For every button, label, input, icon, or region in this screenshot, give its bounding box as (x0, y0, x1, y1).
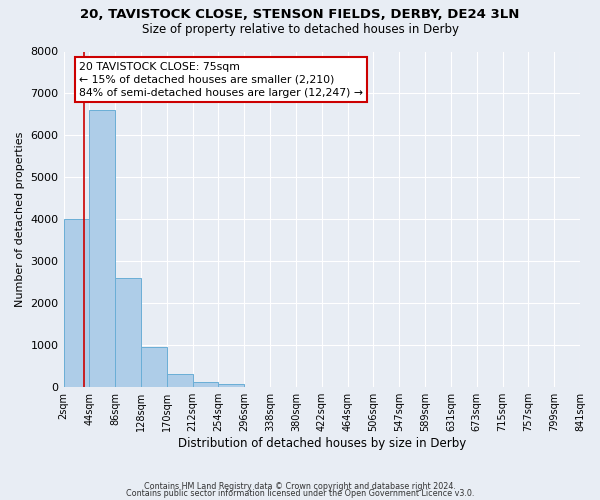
Text: 20, TAVISTOCK CLOSE, STENSON FIELDS, DERBY, DE24 3LN: 20, TAVISTOCK CLOSE, STENSON FIELDS, DER… (80, 8, 520, 20)
Bar (89, 110, 115, 387)
Bar (167, 374, 193, 387)
Bar (141, 347, 167, 387)
Text: 20 TAVISTOCK CLOSE: 75sqm
← 15% of detached houses are smaller (2,210)
84% of se: 20 TAVISTOCK CLOSE: 75sqm ← 15% of detac… (79, 62, 363, 98)
Bar (193, 382, 218, 387)
Bar (64, 220, 89, 387)
Bar (115, 278, 141, 387)
Text: Contains HM Land Registry data © Crown copyright and database right 2024.: Contains HM Land Registry data © Crown c… (144, 482, 456, 491)
Y-axis label: Number of detached properties: Number of detached properties (15, 132, 25, 307)
Bar (218, 384, 244, 387)
Text: Contains public sector information licensed under the Open Government Licence v3: Contains public sector information licen… (126, 490, 474, 498)
X-axis label: Distribution of detached houses by size in Derby: Distribution of detached houses by size … (178, 437, 466, 450)
Text: Size of property relative to detached houses in Derby: Size of property relative to detached ho… (142, 22, 458, 36)
